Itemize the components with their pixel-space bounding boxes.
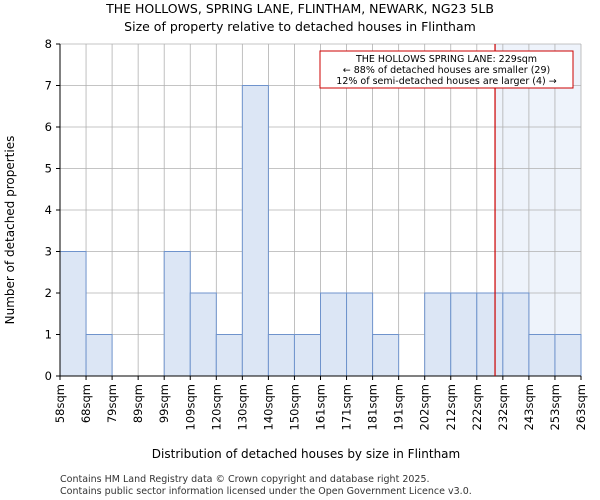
y-tick-label: 6 (45, 120, 52, 134)
x-tick-label: 191sqm (392, 384, 406, 430)
x-tick-label: 243sqm (522, 384, 536, 430)
y-tick-label: 1 (45, 328, 52, 342)
bar-253sqm (554, 334, 582, 377)
y-tick-label: 3 (45, 245, 52, 259)
annotation-line-3: 12% of semi-detached houses are larger (… (336, 76, 556, 87)
x-axis-label: Distribution of detached houses by size … (152, 447, 460, 461)
bar-181sqm (372, 334, 400, 377)
bar-130sqm (241, 85, 269, 377)
x-tick-label: 161sqm (314, 384, 328, 430)
x-tick-label: 263sqm (574, 384, 588, 430)
bar-150sqm (293, 334, 322, 377)
x-ticks: 58sqm 68sqm 79sqm 89sqm 99sqm 109sqm 120sqm 130… (53, 376, 588, 430)
x-tick-label: 79sqm (105, 384, 119, 423)
footer-line-2: Contains public sector information licen… (60, 486, 472, 497)
y-tick-label: 7 (45, 79, 52, 93)
annotation-line-2: ← 88% of detached houses are smaller (29… (343, 65, 550, 76)
x-tick-label: 222sqm (470, 384, 484, 430)
bar-243sqm (528, 334, 556, 377)
y-ticks: 0 1 2 3 4 5 6 7 8 (45, 37, 60, 383)
bar-212sqm (450, 292, 478, 377)
chart-subtitle: Size of property relative to detached ho… (124, 19, 476, 34)
bar-140sqm (267, 334, 295, 377)
y-tick-label: 8 (45, 37, 52, 51)
bar-58sqm (59, 251, 87, 377)
footer-line-1: Contains HM Land Registry data © Crown c… (60, 474, 430, 485)
x-tick-label: 109sqm (183, 384, 197, 430)
bar-232sqm (502, 292, 530, 377)
x-tick-label: 140sqm (261, 384, 275, 430)
x-tick-label: 58sqm (53, 384, 67, 423)
x-tick-label: 130sqm (235, 384, 249, 430)
x-tick-label: 99sqm (157, 384, 171, 423)
y-tick-label: 2 (45, 286, 52, 300)
x-tick-label: 171sqm (340, 384, 354, 430)
x-tick-label: 89sqm (131, 384, 145, 423)
bar-161sqm (320, 292, 348, 377)
bar-222sqm (476, 292, 504, 377)
annotation-box: THE HOLLOWS SPRING LANE: 229sqm ← 88% of… (319, 50, 574, 89)
x-tick-label: 120sqm (209, 384, 223, 430)
bar-202sqm (424, 292, 452, 377)
y-axis-label: Number of detached properties (3, 136, 17, 325)
bar-171sqm (346, 292, 374, 377)
x-tick-label: 253sqm (548, 384, 562, 430)
x-tick-label: 150sqm (287, 384, 301, 430)
bar-99sqm (163, 251, 191, 377)
y-tick-label: 4 (45, 203, 52, 217)
annotation-line-1: THE HOLLOWS SPRING LANE: 229sqm (355, 54, 537, 65)
bar-120sqm (215, 334, 243, 377)
x-tick-label: 181sqm (366, 384, 380, 430)
x-tick-label: 68sqm (79, 384, 93, 423)
y-tick-label: 0 (45, 369, 52, 383)
x-tick-label: 202sqm (418, 384, 432, 430)
bar-68sqm (85, 334, 113, 377)
bars (59, 85, 582, 377)
x-tick-label: 232sqm (496, 384, 510, 430)
chart-title: THE HOLLOWS, SPRING LANE, FLINTHAM, NEWA… (105, 1, 494, 16)
x-tick-label: 212sqm (444, 384, 458, 430)
bar-109sqm (189, 292, 217, 377)
y-tick-label: 5 (45, 162, 52, 176)
